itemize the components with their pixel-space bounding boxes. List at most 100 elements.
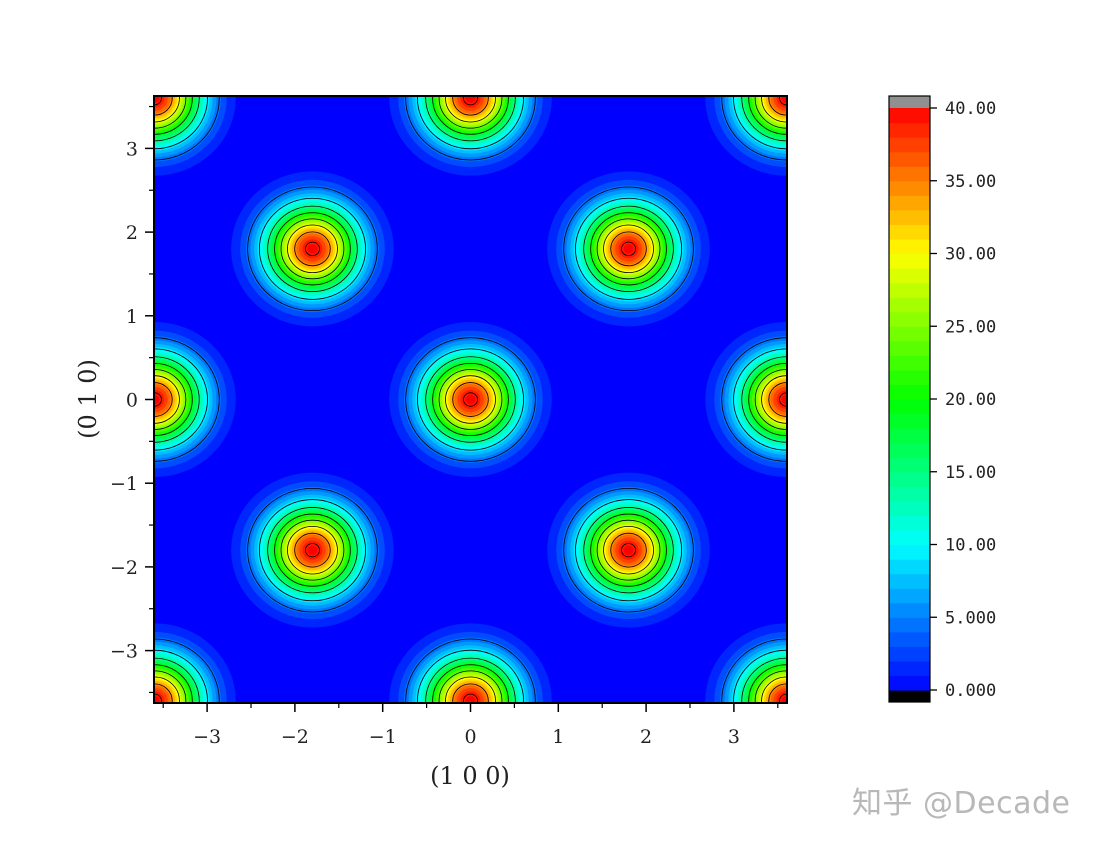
colorbar-label: 15.00 [945,463,996,483]
colorbar-band [889,544,930,560]
colorbar-under-swatch [889,690,930,702]
peak-4 [547,472,710,628]
contour-line [438,369,503,430]
y-tick-label: −3 [110,641,138,663]
colorbar-band [889,617,930,633]
peak-band [781,696,787,703]
colorbar-band [889,224,930,240]
colorbar-band [889,384,930,400]
peak-band [781,394,787,405]
contour-line [425,657,516,703]
x-tick-label: 1 [552,726,564,748]
contour-line [405,96,536,161]
colorbar-band [889,195,930,211]
contour-line [417,96,524,150]
colorbar-band [889,151,930,167]
colorbar-label: 5.000 [945,608,996,628]
contour-line [425,356,516,443]
contour-line [258,197,366,300]
contour-line [438,96,503,129]
contour-line [610,532,647,568]
colorbar-band [889,180,930,196]
peak-band [623,244,634,254]
contour-line [294,231,331,267]
contour-line [583,507,674,594]
contour-line [287,525,338,575]
colorbar-band [889,675,930,691]
contour-line [563,487,694,613]
colorbar-band [889,457,930,473]
contour-line [247,186,378,312]
colorbar-band [889,471,930,487]
colorbar-band [889,602,930,618]
x-tick-label: 3 [728,726,740,748]
x-tick-label: 2 [640,726,652,748]
peak-5 [154,322,236,477]
y-tick-label: 1 [126,306,138,328]
peak-band [154,394,160,405]
contour-line [258,499,366,602]
contour-line [425,96,516,142]
peak-band [307,545,318,555]
colorbar-band [889,559,930,575]
contour-line [280,519,345,581]
contour-line [590,513,667,587]
x-tick-label: −3 [193,726,221,748]
contour-line [247,487,378,613]
peak-6 [705,322,787,477]
colorbar-band [889,428,930,444]
contour-line [280,218,345,280]
colorbar-label: 40.00 [945,99,996,119]
contour-line [603,224,654,274]
colorbar-band [889,529,930,546]
contour-line [267,507,358,594]
colorbar-band [889,253,930,269]
peak-band [154,96,160,103]
contour-line [305,241,320,256]
contour-line [452,683,489,703]
contour-line [610,231,647,267]
contour-line [405,337,536,462]
contour-line [596,218,661,280]
peak-11 [154,623,236,703]
colorbar-band [889,660,930,677]
colorbar-label: 0.000 [945,681,996,701]
peak-band [465,696,476,703]
contour-line [445,96,496,123]
colorbar-band [889,646,930,662]
y-axis-title: (0 1 0) [74,359,102,439]
y-tick-label: −2 [110,557,138,579]
colorbar-label: 25.00 [945,317,996,337]
peak-7 [389,96,552,176]
colorbar-band [889,282,930,298]
x-axis: −3 −2 −1 0 1 2 3 [162,703,779,748]
contour-line [445,375,496,424]
colorbar-band [889,399,930,415]
peak-12 [705,623,787,703]
x-axis-title: (1 0 0) [430,762,510,790]
contour-line [432,664,509,703]
peak-band [307,244,318,254]
contour-line [596,519,661,581]
contour-line [583,205,674,292]
contour-line [305,543,320,558]
peak-8 [389,623,552,703]
peak-band [465,394,476,405]
contour-line [274,212,351,286]
y-tick-label: 2 [126,222,138,244]
peak-band [623,545,634,555]
colorbar-band [889,122,930,138]
y-tick-label: 0 [126,390,138,412]
peak-band [781,96,787,103]
colorbar-band [889,500,930,516]
watermark-text: 知乎 @Decade [852,786,1071,821]
colorbar-band [889,268,930,284]
colorbar-over-swatch [889,96,930,108]
peak-band [154,696,160,703]
x-tick-label: −1 [369,726,397,748]
x-tick-label: −2 [281,726,309,748]
peak-9 [154,96,236,176]
peak-10 [705,96,787,176]
contour-line [274,513,351,587]
